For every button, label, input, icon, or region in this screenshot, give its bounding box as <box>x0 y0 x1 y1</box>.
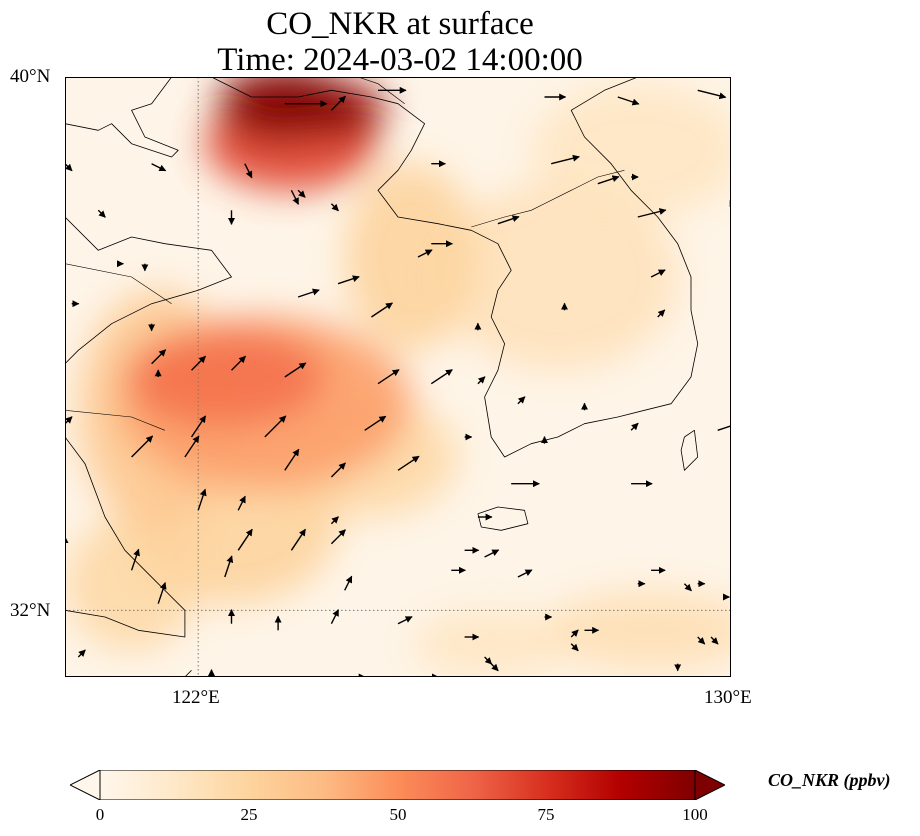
wind-arrow <box>551 154 580 165</box>
wind-arrow <box>284 448 300 471</box>
field-blob <box>124 327 325 427</box>
colorbar-tick-50: 50 <box>389 805 407 824</box>
colorbar-tick-25: 25 <box>240 805 258 824</box>
wind-arrow <box>330 609 340 625</box>
wind-arrow <box>151 349 167 365</box>
colorbar-tick-0: 0 <box>95 805 105 824</box>
colorbar-extend-max <box>694 770 725 800</box>
wind-arrow <box>477 376 486 385</box>
wind-arrow <box>184 435 200 458</box>
wind-arrow <box>337 275 360 285</box>
wind-arrow <box>697 89 727 100</box>
wind-arrow <box>237 528 253 551</box>
coastline <box>65 77 179 158</box>
wind-arrow <box>151 163 167 172</box>
wind-arrow <box>330 462 346 478</box>
colorbar-gradient <box>99 770 696 800</box>
wind-arrow <box>231 355 246 371</box>
wind-arrow <box>284 362 307 378</box>
wind-arrow <box>484 549 500 558</box>
field-blob <box>531 83 731 217</box>
wind-arrow <box>683 583 692 592</box>
gridlines <box>65 77 731 677</box>
wind-arrow <box>364 415 387 431</box>
wind-arrow <box>517 569 533 578</box>
wind-arrow <box>77 649 86 658</box>
wind-arrow <box>630 422 639 431</box>
wind-arrow <box>264 415 287 438</box>
field-blob <box>544 590 731 671</box>
map-plot <box>65 77 731 677</box>
wind-arrow <box>297 288 320 298</box>
map-frame <box>65 77 731 677</box>
colorbar-tick-75: 75 <box>537 805 555 824</box>
border-line <box>65 263 172 304</box>
wind-arrow <box>131 435 154 458</box>
wind-arrow <box>191 355 206 371</box>
wind-arrow <box>484 656 493 665</box>
wind-arrow <box>377 369 400 385</box>
wind-arrow <box>65 163 73 172</box>
wind-arrow <box>224 555 234 578</box>
wind-arrow <box>330 95 346 111</box>
wind-arrow <box>497 215 520 225</box>
wind-arrow <box>637 208 667 218</box>
wind-arrow <box>397 455 420 471</box>
lon-label-130e: 130°E <box>704 687 752 708</box>
coastline <box>65 436 186 638</box>
coastline <box>65 216 232 364</box>
wind-arrow <box>344 575 353 591</box>
wind-arrow <box>237 495 246 511</box>
wind-arrow <box>397 616 413 625</box>
wind-arrow <box>65 416 73 425</box>
colorbar-tick-100: 100 <box>682 805 708 824</box>
wind-arrow <box>190 415 207 438</box>
wind-arrow <box>717 425 731 431</box>
wind-arrow <box>330 529 346 545</box>
wind-arrow <box>490 663 499 672</box>
wind-arrow <box>430 369 453 385</box>
field-blob <box>344 163 478 351</box>
wind-arrow <box>244 163 253 179</box>
coastline <box>680 429 699 471</box>
chart-subtitle: Time: 2024-03-02 14:00:00 <box>217 42 583 78</box>
border-line <box>471 170 625 228</box>
border-line <box>65 410 166 431</box>
wind-arrow <box>297 189 306 198</box>
field-blob <box>411 610 572 677</box>
border-line <box>357 77 405 104</box>
colorbar <box>70 770 725 800</box>
wind-arrow <box>570 629 579 638</box>
concentration-field <box>65 77 731 677</box>
wind-arrow <box>157 582 167 604</box>
wind-arrow <box>417 249 433 258</box>
lon-label-122e: 122°E <box>172 687 220 708</box>
wind-arrow <box>290 528 306 551</box>
field-blob <box>437 183 678 371</box>
wind-arrow <box>290 189 300 205</box>
coastline <box>477 506 529 531</box>
wind-arrow <box>130 548 140 571</box>
coastlines <box>65 77 699 677</box>
wind-arrow <box>517 396 526 405</box>
wind-arrow <box>197 488 207 511</box>
wind-vectors <box>65 86 731 677</box>
lat-label-32n: 32°N <box>10 600 51 621</box>
colorbar-label: CO_NKR (ppbv) <box>768 770 891 790</box>
colorbar-extend-min <box>70 770 101 800</box>
wind-arrow <box>330 203 339 212</box>
coastline <box>171 77 699 458</box>
wind-arrow <box>330 516 339 525</box>
wind-arrow <box>710 636 719 645</box>
wind-arrow <box>650 269 666 278</box>
wind-arrow <box>697 636 706 645</box>
chart-title: CO_NKR at surface <box>266 6 534 42</box>
wind-arrow <box>597 175 620 185</box>
wind-arrow <box>617 96 640 106</box>
lat-label-40n: 40°N <box>10 66 51 87</box>
wind-arrow <box>657 309 666 318</box>
wind-arrow <box>97 209 106 218</box>
wind-arrow <box>570 643 579 652</box>
wind-arrow <box>371 302 393 318</box>
